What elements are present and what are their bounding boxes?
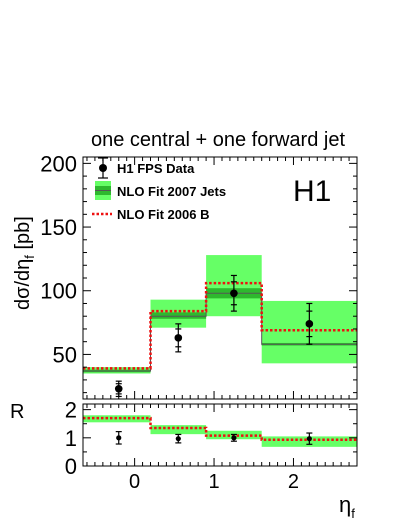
main-y-tick-label-3: 200 bbox=[40, 151, 77, 176]
legend-label-data: H1 FPS Data bbox=[117, 161, 195, 176]
ratio-band-layer bbox=[83, 415, 357, 447]
ratio-data-point-1 bbox=[175, 436, 181, 442]
y-axis-label-sub: f bbox=[22, 255, 37, 259]
legend-item-fit2007: NLO Fit 2007 Jets bbox=[95, 181, 226, 200]
ratio-band-bin-1 bbox=[150, 425, 207, 435]
data-point-0 bbox=[114, 385, 123, 393]
legend-label-fit2007: NLO Fit 2007 Jets bbox=[117, 184, 226, 199]
x-tick-label-1: 1 bbox=[208, 471, 219, 493]
ratio-y-tick-label-2: 2 bbox=[65, 398, 77, 423]
fit2007-inner-band-bin-1 bbox=[150, 312, 207, 319]
y-axis-label-main: dσ/dη bbox=[12, 259, 34, 310]
main-y-tick-label-0: 50 bbox=[53, 342, 77, 367]
ratio-data-point-2 bbox=[231, 435, 237, 441]
ratio-y-tick-label-1: 1 bbox=[65, 426, 77, 451]
chart-title: one central + one forward jet bbox=[91, 129, 345, 151]
x-axis-label: ηf bbox=[339, 492, 355, 521]
x-tick-label-0: 0 bbox=[129, 471, 140, 493]
legend-item-fit2006: NLO Fit 2006 B bbox=[92, 207, 209, 222]
ratio-y-axis-label: R bbox=[10, 401, 24, 423]
y-axis-label: dσ/dηf [pb] bbox=[12, 216, 37, 310]
ratio-fit2006-line bbox=[83, 416, 357, 442]
ratio-lines-layer bbox=[83, 416, 357, 442]
ratio-y-tick-label-0: 0 bbox=[65, 454, 77, 479]
x-tick-label-2: 2 bbox=[288, 471, 299, 493]
ratio-data-point-3 bbox=[306, 436, 312, 442]
ratio-plot-frame bbox=[82, 403, 358, 467]
fit2007-band-layer bbox=[83, 255, 357, 374]
data-point-2 bbox=[230, 289, 238, 298]
data-point-1 bbox=[174, 334, 183, 342]
y-axis-label-unit: [pb] bbox=[12, 216, 34, 255]
ratio-data-layer bbox=[115, 431, 313, 445]
legend: H1 FPS Data NLO Fit 2007 Jets NLO Fit 20… bbox=[92, 157, 226, 222]
legend-item-data: H1 FPS Data bbox=[98, 157, 195, 179]
x-axis-label-sub: f bbox=[351, 506, 355, 521]
legend-label-fit2006: NLO Fit 2006 B bbox=[117, 207, 209, 222]
main-y-tick-label-2: 150 bbox=[40, 215, 77, 240]
main-y-tick-label-1: 100 bbox=[40, 279, 77, 304]
data-point-3 bbox=[305, 320, 314, 328]
experiment-label: H1 bbox=[293, 175, 331, 208]
fit2006-line bbox=[83, 281, 357, 370]
fit-lines-layer bbox=[83, 281, 357, 372]
data-points-layer bbox=[114, 274, 314, 398]
x-axis-label-main: η bbox=[339, 492, 351, 517]
ratio-data-point-0 bbox=[116, 435, 122, 441]
axes-layer: 50 100 150 200 0 1 2 0 1 2 bbox=[40, 151, 358, 493]
legend-data-marker bbox=[99, 164, 107, 172]
